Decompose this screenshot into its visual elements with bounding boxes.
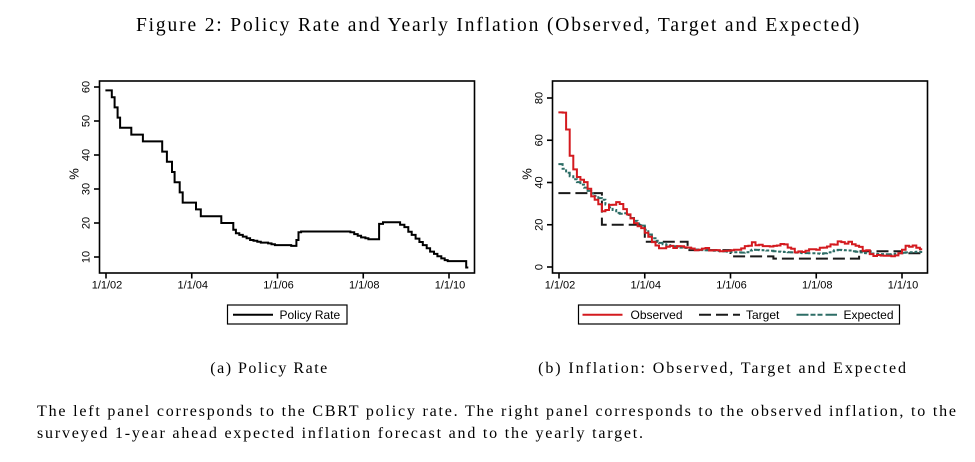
- svg-text:1/1/02: 1/1/02: [92, 280, 123, 292]
- svg-text:Expected: Expected: [844, 308, 894, 322]
- svg-text:60: 60: [534, 134, 546, 146]
- svg-text:20: 20: [534, 219, 546, 231]
- svg-text:%: %: [67, 168, 82, 180]
- svg-text:1/1/08: 1/1/08: [802, 280, 833, 292]
- svg-text:0: 0: [534, 264, 546, 270]
- svg-text:Policy Rate: Policy Rate: [280, 308, 341, 322]
- svg-text:50: 50: [81, 115, 93, 127]
- svg-text:80: 80: [534, 92, 546, 104]
- svg-text:Target: Target: [746, 308, 780, 322]
- svg-text:1/1/08: 1/1/08: [349, 280, 380, 292]
- svg-text:20: 20: [81, 217, 93, 229]
- svg-text:1/1/10: 1/1/10: [435, 280, 466, 292]
- svg-text:1/1/02: 1/1/02: [545, 280, 576, 292]
- svg-text:30: 30: [81, 183, 93, 195]
- svg-text:40: 40: [81, 149, 93, 161]
- svg-text:1/1/04: 1/1/04: [177, 280, 208, 292]
- svg-text:40: 40: [534, 176, 546, 188]
- svg-text:1/1/06: 1/1/06: [263, 280, 294, 292]
- svg-text:60: 60: [81, 81, 93, 93]
- svg-text:%: %: [520, 168, 535, 180]
- svg-text:10: 10: [81, 251, 93, 263]
- svg-text:1/1/06: 1/1/06: [716, 280, 747, 292]
- svg-text:1/1/10: 1/1/10: [888, 280, 919, 292]
- svg-text:Observed: Observed: [631, 308, 683, 322]
- svg-text:1/1/04: 1/1/04: [630, 280, 661, 292]
